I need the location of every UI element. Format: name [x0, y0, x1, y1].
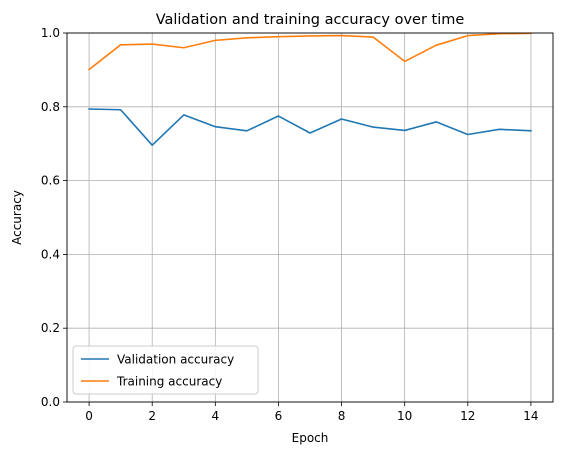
legend-label: Training accuracy [116, 375, 222, 389]
y-tick-label: 0.4 [41, 247, 60, 261]
x-axis-label: Epoch [292, 431, 329, 445]
legend: Validation accuracy Training accuracy [73, 346, 258, 394]
series-line-validation [89, 109, 531, 145]
y-tick-label: 0.0 [41, 395, 60, 409]
x-tick-label: 14 [523, 409, 538, 423]
x-tick-label: 6 [275, 409, 283, 423]
chart-title: Validation and training accuracy over ti… [156, 12, 465, 28]
x-tick-label: 0 [85, 409, 93, 423]
x-tick-label: 2 [148, 409, 156, 423]
y-tick-label: 1.0 [41, 26, 60, 40]
y-tick-label: 0.8 [41, 100, 60, 114]
y-tick-label: 0.2 [41, 321, 60, 335]
y-axis-label: Accuracy [10, 190, 24, 245]
y-tick-label: 0.6 [41, 174, 60, 188]
legend-label: Validation accuracy [117, 353, 234, 367]
series-line-training [89, 33, 531, 69]
x-tick-label: 10 [397, 409, 412, 423]
x-tick-label: 4 [212, 409, 220, 423]
series-layer [89, 33, 531, 145]
x-tick-label: 8 [338, 409, 346, 423]
x-tick-label: 12 [460, 409, 475, 423]
